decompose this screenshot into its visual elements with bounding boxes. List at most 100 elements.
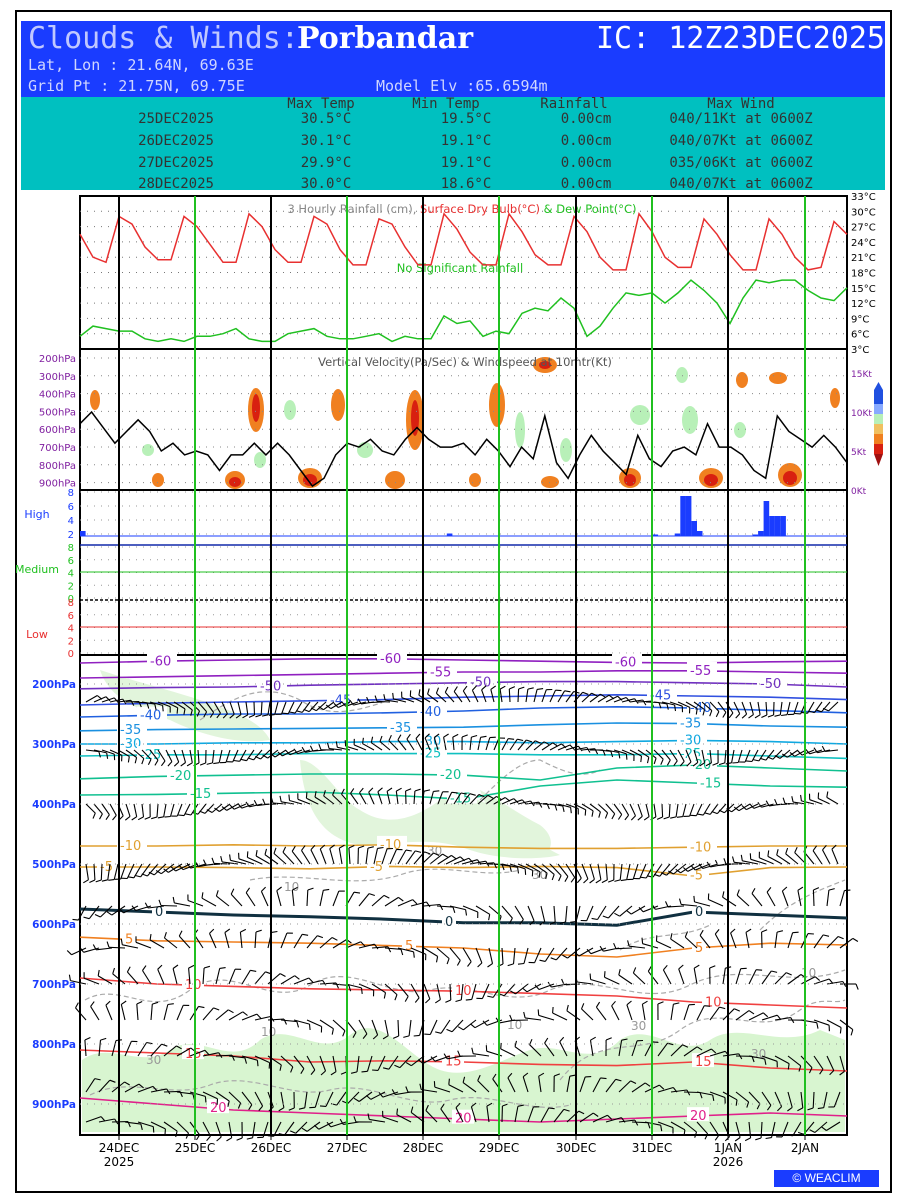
wind-barb	[230, 893, 243, 907]
velocity-blob	[229, 477, 241, 487]
isotherm-label-bg	[442, 1052, 464, 1067]
x-tick-year: 2025	[104, 1155, 135, 1169]
wind-barb-flag	[237, 803, 243, 809]
lat-lon: Lat, Lon : 21.64N, 69.63E	[28, 56, 254, 74]
wind-barb-flag	[106, 941, 110, 948]
wind-barb-flag	[199, 762, 206, 766]
wind-barb	[514, 905, 524, 920]
wind-barb-flag	[641, 937, 644, 944]
wind-barb	[813, 934, 824, 949]
wind-barb-flag	[443, 1053, 448, 1060]
wind-barb	[538, 1076, 542, 1093]
wind-barb-flag	[564, 690, 571, 693]
cloud-tick-label: 0	[68, 594, 74, 605]
wind-barb-flag	[148, 871, 155, 876]
wind-barb-flag	[692, 761, 699, 767]
row-max-wind: 040/07Kt at 0600Z	[669, 133, 813, 149]
wind-barb	[382, 1091, 399, 1098]
wind-barb	[150, 1004, 153, 1021]
wind-barb-flag	[808, 1067, 813, 1074]
wind-barb	[377, 1055, 386, 1071]
wind-barb-flag	[137, 816, 144, 821]
wind-barb	[462, 1082, 477, 1093]
wind-barb	[633, 972, 646, 985]
wind-barb-flag	[702, 709, 706, 716]
isotherm-label: -60	[150, 654, 171, 669]
colorbar-swatch	[874, 424, 883, 434]
wind-barb-flag	[735, 1099, 738, 1106]
isotherm-label: -10	[120, 839, 141, 854]
wind-barb	[512, 947, 516, 964]
wind-barb	[120, 1004, 126, 1021]
isotherm-label: 5	[695, 941, 703, 956]
wind-barb-flag	[625, 753, 628, 760]
cloud-tick-label: 4	[68, 569, 74, 580]
wind-barb	[315, 701, 327, 712]
wind-barb	[219, 803, 231, 812]
wind-barb-flag	[353, 1116, 357, 1123]
wind-barb	[410, 1111, 425, 1123]
wind-barb	[678, 968, 685, 985]
wind-barb-flag	[136, 1001, 143, 1005]
wind-barb-flag	[774, 755, 781, 759]
wind-barb-flag	[320, 1070, 326, 1076]
wind-barb	[823, 1091, 828, 1108]
wind-barb-flag	[637, 815, 643, 821]
wind-barb-flag	[451, 854, 457, 860]
wind-barb-flag	[278, 1132, 285, 1136]
wind-barb	[163, 803, 167, 817]
wind-barb-flag	[752, 759, 760, 762]
wind-barb	[460, 983, 464, 1000]
wind-barb-flag	[465, 998, 472, 1001]
wind-barb-flag	[699, 929, 704, 936]
wind-barb	[318, 1121, 334, 1130]
col-header-max-wind: Max Wind	[707, 96, 775, 112]
wind-barb-flag	[319, 1105, 327, 1107]
windspeed-series	[79, 410, 848, 488]
wind-barb	[241, 1013, 258, 1021]
wind-barb	[681, 903, 698, 907]
wind-barb-flag	[584, 809, 587, 816]
wind-barb-flag	[146, 702, 150, 709]
wind-barb	[314, 796, 327, 805]
cloud-tick-label: 8	[68, 543, 74, 554]
wind-barb-flag	[362, 1033, 368, 1039]
wind-barb-flag	[461, 734, 468, 738]
wind-barb-flag	[392, 692, 394, 699]
isotherm-line	[79, 705, 848, 718]
wind-barb-flag	[604, 812, 609, 819]
wind-barb	[70, 980, 87, 985]
wind-barb-flag	[751, 1056, 755, 1063]
wind-barb-flag	[678, 898, 682, 905]
wind-barb	[175, 863, 191, 872]
row-max-wind: 035/06Kt at 0600Z	[669, 155, 813, 171]
wind-barb	[825, 749, 839, 752]
wind-barb	[202, 1007, 214, 1021]
isotherm-label: -50	[470, 676, 491, 691]
wind-barb-flag	[433, 733, 440, 738]
wind-barb-flag	[405, 1062, 412, 1067]
pressure-tick-label: 900hPa	[39, 479, 76, 490]
wind-barb-flag	[513, 798, 519, 804]
wind-barb-flag	[787, 1063, 790, 1070]
wind-barb	[826, 890, 830, 907]
wind-barb-flag	[442, 853, 449, 858]
wind-barb	[100, 905, 113, 918]
wind-barb	[395, 791, 399, 805]
wind-barb-flag	[554, 804, 558, 811]
wind-barb-flag	[100, 1037, 107, 1041]
wind-barb	[323, 701, 335, 711]
wind-barb-flag	[657, 1001, 664, 1005]
windspeed-tick-label: 10Kt	[851, 409, 872, 419]
wind-barb-flag	[509, 865, 512, 872]
wind-barb-flag	[569, 1074, 576, 1077]
wind-barb-flag	[142, 965, 147, 971]
wind-barb-flag	[586, 747, 591, 753]
wind-barb-flag	[134, 757, 138, 764]
wind-barb	[319, 1055, 327, 1072]
wind-barb-flag	[154, 703, 157, 711]
wind-barb	[470, 1106, 477, 1123]
header-banner: Clouds & Winds: Porbandar IC: 12Z23DEC20…	[21, 21, 885, 97]
wind-barb-flag	[455, 1102, 461, 1108]
